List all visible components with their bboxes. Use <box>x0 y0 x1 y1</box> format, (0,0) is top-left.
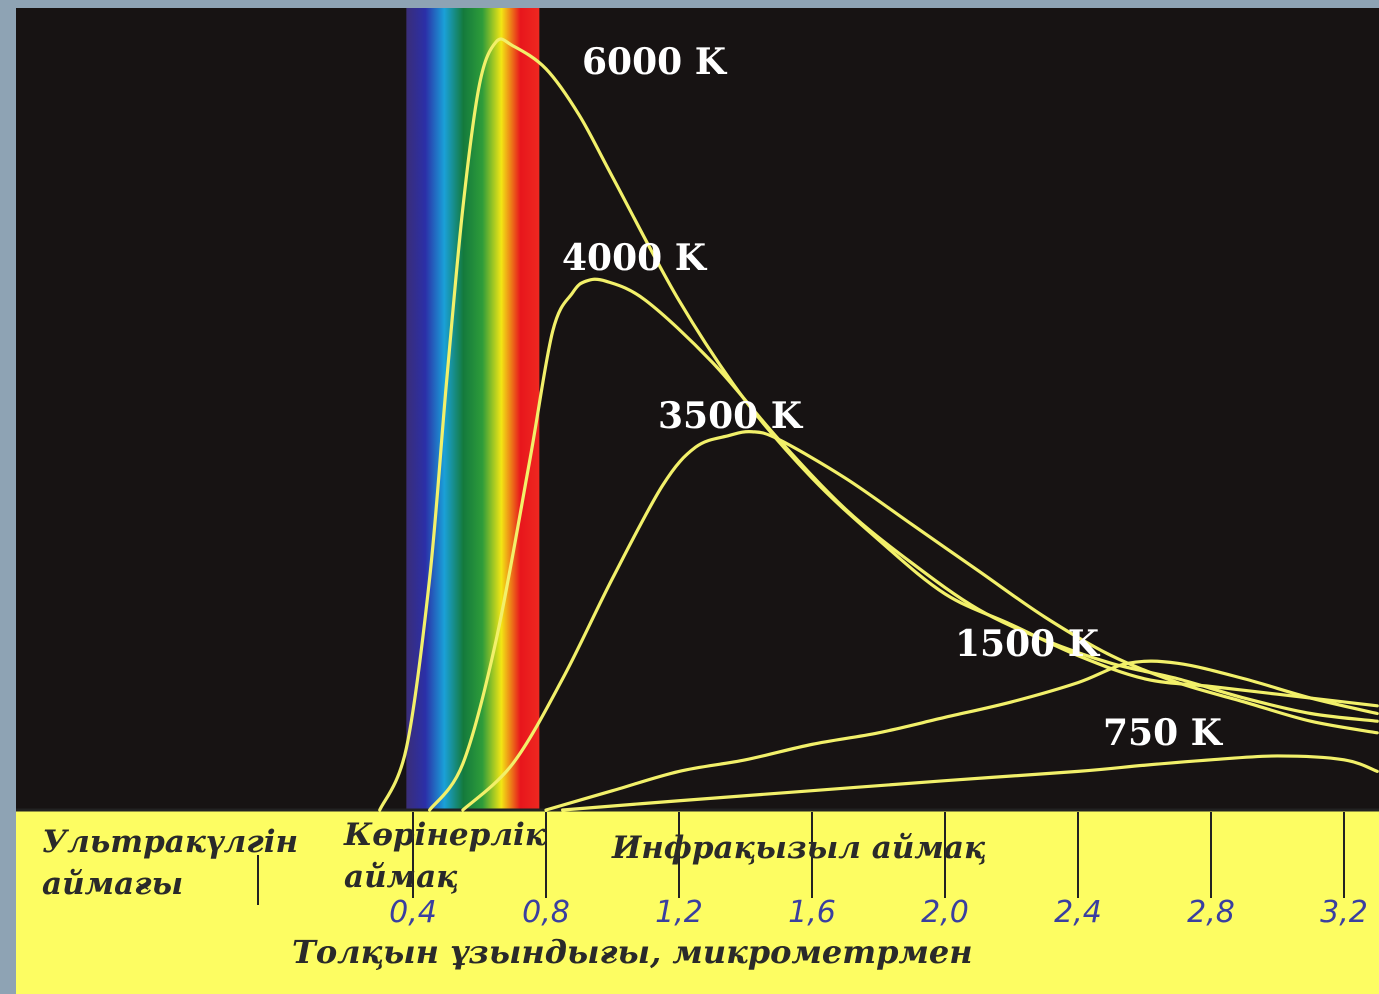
x-tick-label-6: 2,8 <box>1187 895 1235 930</box>
curve-3500k <box>461 429 1379 812</box>
region-label-visible-line2: аймақ <box>344 859 458 895</box>
x-tick-label-0: 0,4 <box>389 895 437 930</box>
x-tick-label-2: 1,2 <box>655 895 703 930</box>
curve-1500k <box>544 659 1379 812</box>
x-tick-label-3: 1,6 <box>788 895 836 930</box>
region-label-visible-line1: Көрінерлік <box>343 817 547 853</box>
curve-label-3500k: 3500 K <box>658 395 804 437</box>
curve-label-1500k: 1500 K <box>955 623 1101 665</box>
curve-label-750k: 750 K <box>1103 712 1224 754</box>
region-label-uv-line2: аймағы <box>42 866 183 902</box>
curve-labels-group: 6000 K 4000 K 3500 K 1500 K 750 K <box>562 41 1224 754</box>
curve-6000k <box>378 37 1379 812</box>
x-axis-title: Толқын ұзындығы, микрометрмен <box>292 933 973 971</box>
x-axis-ticks: 0,4 0,8 1,2 1,6 2,0 2,4 2,8 3,2 <box>389 812 1368 930</box>
x-tick-label-5: 2,4 <box>1054 895 1102 930</box>
visible-spectrum-band <box>406 8 540 810</box>
curve-label-6000k: 6000 K <box>582 41 728 83</box>
x-tick-label-1: 0,8 <box>522 895 570 930</box>
region-label-infrared: Инфрақызыл аймақ <box>611 830 986 866</box>
curves-group <box>378 37 1379 812</box>
region-label-uv-line1: Ультракүлгін <box>42 824 298 860</box>
x-tick-label-4: 2,0 <box>921 895 969 930</box>
plot-area <box>16 8 1379 810</box>
x-tick-label-7: 3,2 <box>1320 895 1368 930</box>
curve-label-4000k: 4000 K <box>562 237 708 279</box>
curve-750k <box>561 754 1379 812</box>
